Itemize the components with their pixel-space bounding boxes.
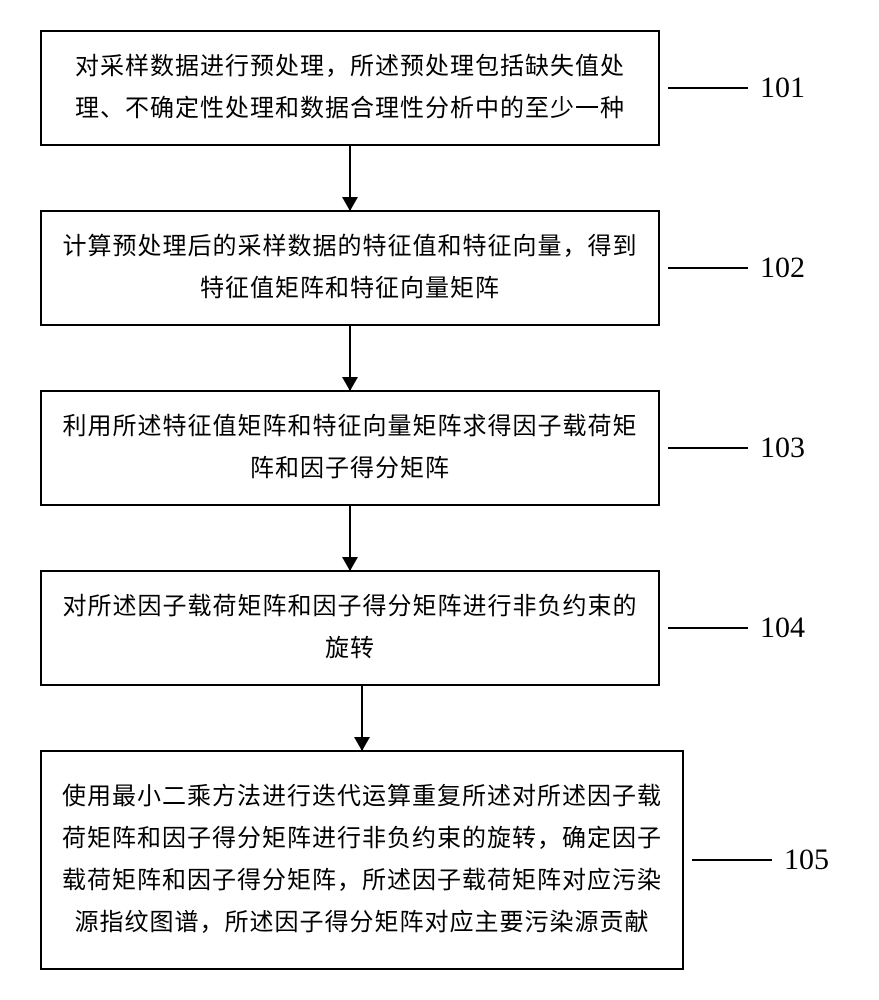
flow-arrow — [40, 686, 660, 750]
arrow-line — [349, 146, 351, 210]
flow-box-text: 计算预处理后的采样数据的特征值和特征向量，得到特征值矩阵和特征向量矩阵 — [60, 226, 640, 310]
label-connector — [668, 267, 748, 269]
flow-box: 计算预处理后的采样数据的特征值和特征向量，得到特征值矩阵和特征向量矩阵 — [40, 210, 660, 326]
label-connector — [668, 87, 748, 89]
flow-arrow — [40, 146, 660, 210]
flow-arrow — [40, 326, 660, 390]
label-connector — [668, 627, 748, 629]
arrow-line — [349, 506, 351, 570]
flow-box: 使用最小二乘方法进行迭代运算重复所述对所述因子载荷矩阵和因子得分矩阵进行非负约束… — [40, 750, 684, 970]
arrow-line — [349, 326, 351, 390]
flow-step-101: 对采样数据进行预处理，所述预处理包括缺失值处理、不确定性处理和数据合理性分析中的… — [40, 30, 840, 146]
flow-box-text: 对所述因子载荷矩阵和因子得分矩阵进行非负约束的旋转 — [60, 586, 640, 670]
arrow-line — [361, 686, 363, 750]
step-label: 103 — [760, 431, 805, 465]
flow-arrow — [40, 506, 660, 570]
label-connector — [668, 447, 748, 449]
step-label: 105 — [784, 843, 829, 877]
flow-step-103: 利用所述特征值矩阵和特征向量矩阵求得因子载荷矩阵和因子得分矩阵 103 — [40, 390, 840, 506]
flow-box: 对采样数据进行预处理，所述预处理包括缺失值处理、不确定性处理和数据合理性分析中的… — [40, 30, 660, 146]
flow-step-104: 对所述因子载荷矩阵和因子得分矩阵进行非负约束的旋转 104 — [40, 570, 840, 686]
flow-box-text: 利用所述特征值矩阵和特征向量矩阵求得因子载荷矩阵和因子得分矩阵 — [60, 406, 640, 490]
step-label: 102 — [760, 251, 805, 285]
flowchart-container: 对采样数据进行预处理，所述预处理包括缺失值处理、不确定性处理和数据合理性分析中的… — [40, 30, 840, 970]
label-connector — [692, 859, 772, 861]
flow-box: 对所述因子载荷矩阵和因子得分矩阵进行非负约束的旋转 — [40, 570, 660, 686]
step-label: 101 — [760, 71, 805, 105]
flow-box-text: 使用最小二乘方法进行迭代运算重复所述对所述因子载荷矩阵和因子得分矩阵进行非负约束… — [60, 776, 664, 944]
flow-box-text: 对采样数据进行预处理，所述预处理包括缺失值处理、不确定性处理和数据合理性分析中的… — [60, 46, 640, 130]
step-label: 104 — [760, 611, 805, 645]
flow-step-102: 计算预处理后的采样数据的特征值和特征向量，得到特征值矩阵和特征向量矩阵 102 — [40, 210, 840, 326]
flow-step-105: 使用最小二乘方法进行迭代运算重复所述对所述因子载荷矩阵和因子得分矩阵进行非负约束… — [40, 750, 840, 970]
flow-box: 利用所述特征值矩阵和特征向量矩阵求得因子载荷矩阵和因子得分矩阵 — [40, 390, 660, 506]
